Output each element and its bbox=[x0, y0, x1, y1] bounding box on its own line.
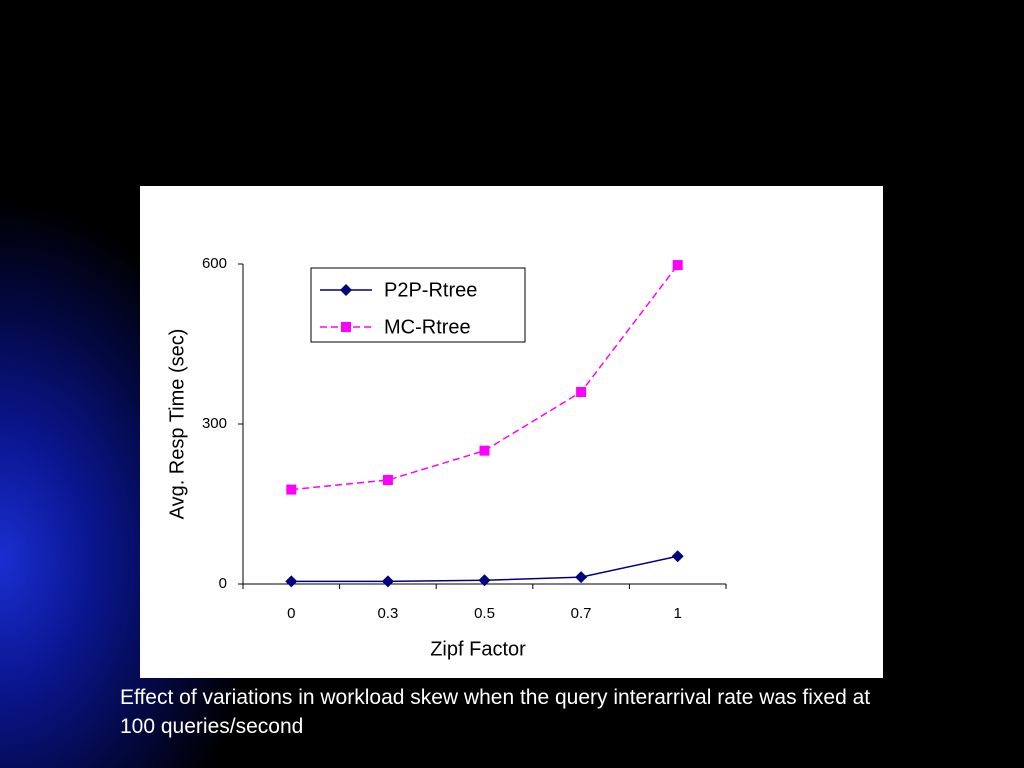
x-tick-label: 0 bbox=[287, 605, 295, 622]
data-point bbox=[671, 550, 684, 563]
x-tick-label: 0.5 bbox=[474, 605, 495, 622]
data-point bbox=[479, 445, 490, 456]
data-point bbox=[381, 575, 394, 588]
chart-background bbox=[140, 186, 883, 678]
y-tick-label: 0 bbox=[219, 575, 227, 592]
caption: Effect of variations in workload skew wh… bbox=[120, 686, 871, 738]
y-tick-label: 600 bbox=[202, 255, 227, 272]
x-tick-label: 0.7 bbox=[571, 605, 592, 622]
y-tick-label: 300 bbox=[202, 415, 227, 432]
x-tick-label: 1 bbox=[674, 605, 682, 622]
data-point bbox=[382, 475, 393, 485]
y-axis-title: Avg. Resp Time (sec) bbox=[166, 329, 188, 520]
legend-marker bbox=[340, 284, 352, 296]
data-point bbox=[286, 484, 297, 495]
chart: Zipf Factor Avg. Resp Time (sec) 0 300 600… bbox=[140, 186, 883, 678]
legend-label: P2P-Rtree bbox=[384, 279, 477, 301]
data-point bbox=[575, 571, 588, 584]
legend-marker bbox=[341, 322, 351, 332]
data-point bbox=[285, 575, 298, 588]
data-point bbox=[672, 260, 683, 271]
x-tick-label: 0.3 bbox=[377, 605, 398, 622]
data-point bbox=[576, 387, 587, 397]
legend-label: MC-Rtree bbox=[384, 316, 471, 338]
data-point bbox=[478, 574, 491, 587]
x-axis-title: Zipf Factor bbox=[430, 638, 526, 660]
